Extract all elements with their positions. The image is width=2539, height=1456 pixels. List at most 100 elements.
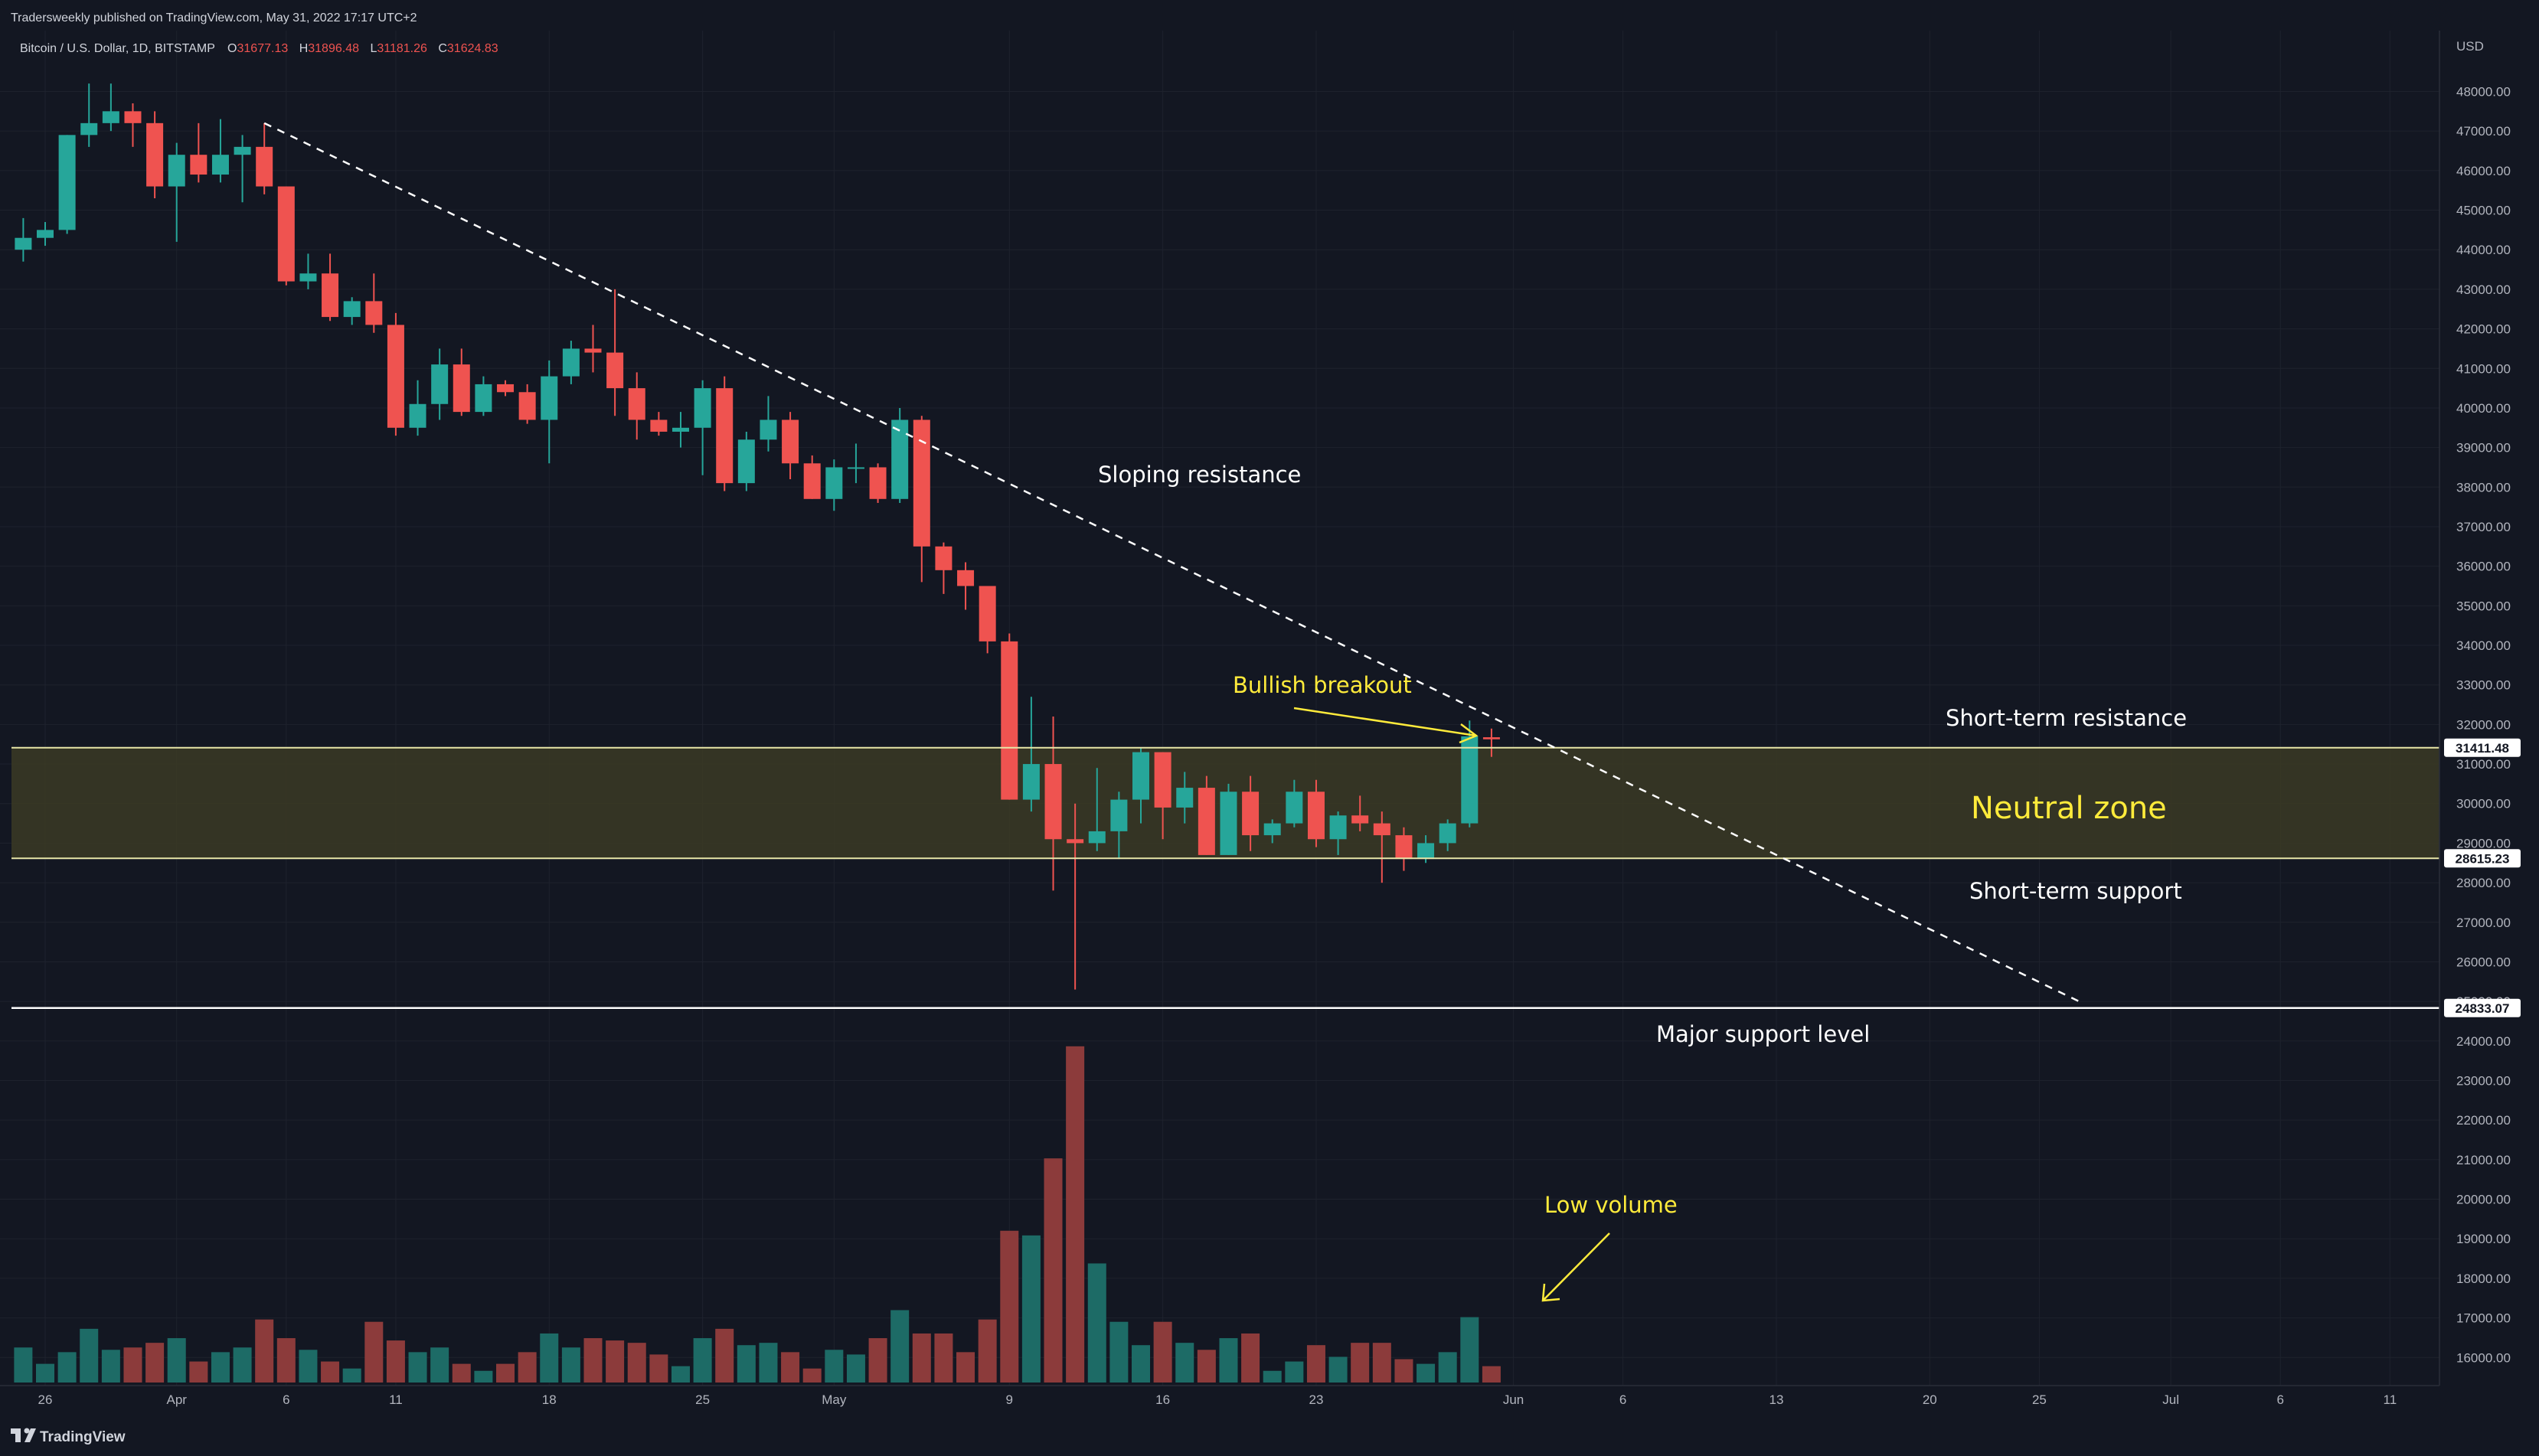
volume-bar	[1482, 1366, 1501, 1383]
price-tick-label: 19000.00	[2456, 1232, 2511, 1246]
candle	[190, 122, 207, 183]
candle-body	[277, 186, 295, 282]
candle-body	[606, 352, 624, 389]
volume-bar	[299, 1350, 318, 1383]
ohlc-high: 31896.48	[308, 42, 359, 55]
volume-bar	[649, 1354, 668, 1383]
candle-body	[453, 364, 470, 413]
candle-body	[15, 237, 32, 250]
time-tick-label: 11	[2384, 1392, 2397, 1407]
candle-body	[803, 463, 821, 499]
price-tick-label: 47000.00	[2456, 124, 2511, 139]
candle-body	[365, 301, 383, 325]
candle-body	[234, 146, 251, 155]
ohlc-low: 31181.26	[377, 42, 427, 55]
volume-bar	[1109, 1321, 1129, 1383]
candle	[256, 122, 273, 194]
candle	[277, 186, 295, 286]
volume-bar	[1153, 1321, 1172, 1383]
candle-body	[343, 301, 361, 318]
price-tags: 31411.48 28615.23 24833.07	[2444, 738, 2521, 1017]
candle-body	[146, 122, 164, 187]
candle	[168, 142, 185, 242]
volume-bar	[342, 1368, 361, 1383]
candle-body	[562, 348, 580, 377]
volume-bar	[1219, 1338, 1238, 1383]
candle	[1044, 717, 1062, 891]
candle-body	[1088, 831, 1106, 844]
volume-bar	[518, 1352, 537, 1383]
grid	[0, 31, 2439, 1386]
volume-bar	[846, 1354, 865, 1383]
candle	[1307, 779, 1325, 847]
ohlc-close: 31624.83	[447, 42, 498, 55]
candle	[1022, 697, 1040, 812]
volume-bar	[759, 1343, 778, 1383]
candle	[628, 372, 645, 440]
price-tick-label: 24000.00	[2456, 1034, 2511, 1049]
price-axis[interactable]: 16000.00 17000.00 18000.00 19000.00 20000.00…	[2456, 85, 2511, 1366]
volume-bar	[101, 1350, 120, 1383]
candle-body	[1001, 641, 1018, 800]
candle-body	[1110, 799, 1128, 831]
candle-body	[299, 273, 317, 282]
candle-body	[190, 155, 207, 175]
time-tick-label: 6	[1619, 1392, 1626, 1407]
price-tick-label: 29000.00	[2456, 836, 2511, 850]
low-volume-arrow	[1541, 1232, 1610, 1302]
price-tick-label: 20000.00	[2456, 1193, 2511, 1207]
time-tick-label: May	[822, 1392, 847, 1407]
candle-body	[628, 388, 645, 420]
candle-body	[1154, 752, 1171, 808]
price-tick-label: 31000.00	[2456, 757, 2511, 772]
price-tick-label: 46000.00	[2456, 164, 2511, 178]
candle-body	[847, 467, 864, 469]
candle	[1373, 811, 1390, 883]
bullish-breakout-arrow	[1293, 707, 1479, 744]
volume-bar	[1263, 1370, 1282, 1383]
currency-label[interactable]: USD	[2456, 39, 2484, 54]
volume-bar	[561, 1347, 580, 1383]
candle	[891, 407, 909, 503]
price-tick-label: 39000.00	[2456, 441, 2511, 455]
volume-bar	[825, 1350, 844, 1383]
candle	[650, 412, 668, 436]
time-axis[interactable]: 26 Apr 6 11 18 25 May 9 16 23 Jun 6 13 20 25 Jul 6 11	[38, 1392, 2397, 1407]
candle-body	[935, 546, 953, 570]
candle-body	[124, 111, 142, 123]
price-tick-label: 27000.00	[2456, 916, 2511, 930]
volume-bar	[890, 1310, 910, 1383]
candle-body	[1417, 843, 1435, 860]
candle-body	[431, 364, 449, 404]
candle-body	[1176, 788, 1194, 808]
volume-bar	[255, 1319, 274, 1383]
candle-body	[1067, 839, 1084, 844]
volume-bar	[912, 1333, 931, 1383]
price-tag-label: 24833.07	[2456, 1001, 2510, 1016]
candle-body	[1044, 764, 1062, 840]
candle	[1198, 775, 1215, 855]
volume-bar	[321, 1361, 340, 1383]
annotation-sloping-resistance: Sloping resistance	[1098, 462, 1301, 488]
candles	[15, 83, 1500, 990]
price-tick-label: 26000.00	[2456, 955, 2511, 969]
annotation-neutral-zone: Neutral zone	[1971, 791, 2167, 826]
candle-body	[37, 230, 54, 238]
volume-bar	[80, 1328, 99, 1383]
candle	[694, 380, 711, 475]
price-tick-label: 44000.00	[2456, 243, 2511, 257]
volume-bar	[211, 1352, 230, 1383]
time-tick-label: 6	[2277, 1392, 2284, 1407]
volume-bar	[583, 1338, 603, 1383]
annotation-short-term-support: Short-term support	[1969, 878, 2182, 904]
volume-bar	[386, 1340, 405, 1383]
volume-bar	[233, 1347, 252, 1383]
tradingview-logo[interactable]: TradingView	[11, 1428, 126, 1446]
candle-body	[387, 325, 404, 428]
symbol-name[interactable]: Bitcoin / U.S. Dollar, 1D, BITSTAMP	[20, 42, 215, 55]
candle-body	[869, 467, 887, 499]
time-tick-label: 26	[38, 1392, 53, 1407]
volume-bar	[496, 1363, 515, 1383]
volume-bar	[1066, 1046, 1085, 1383]
